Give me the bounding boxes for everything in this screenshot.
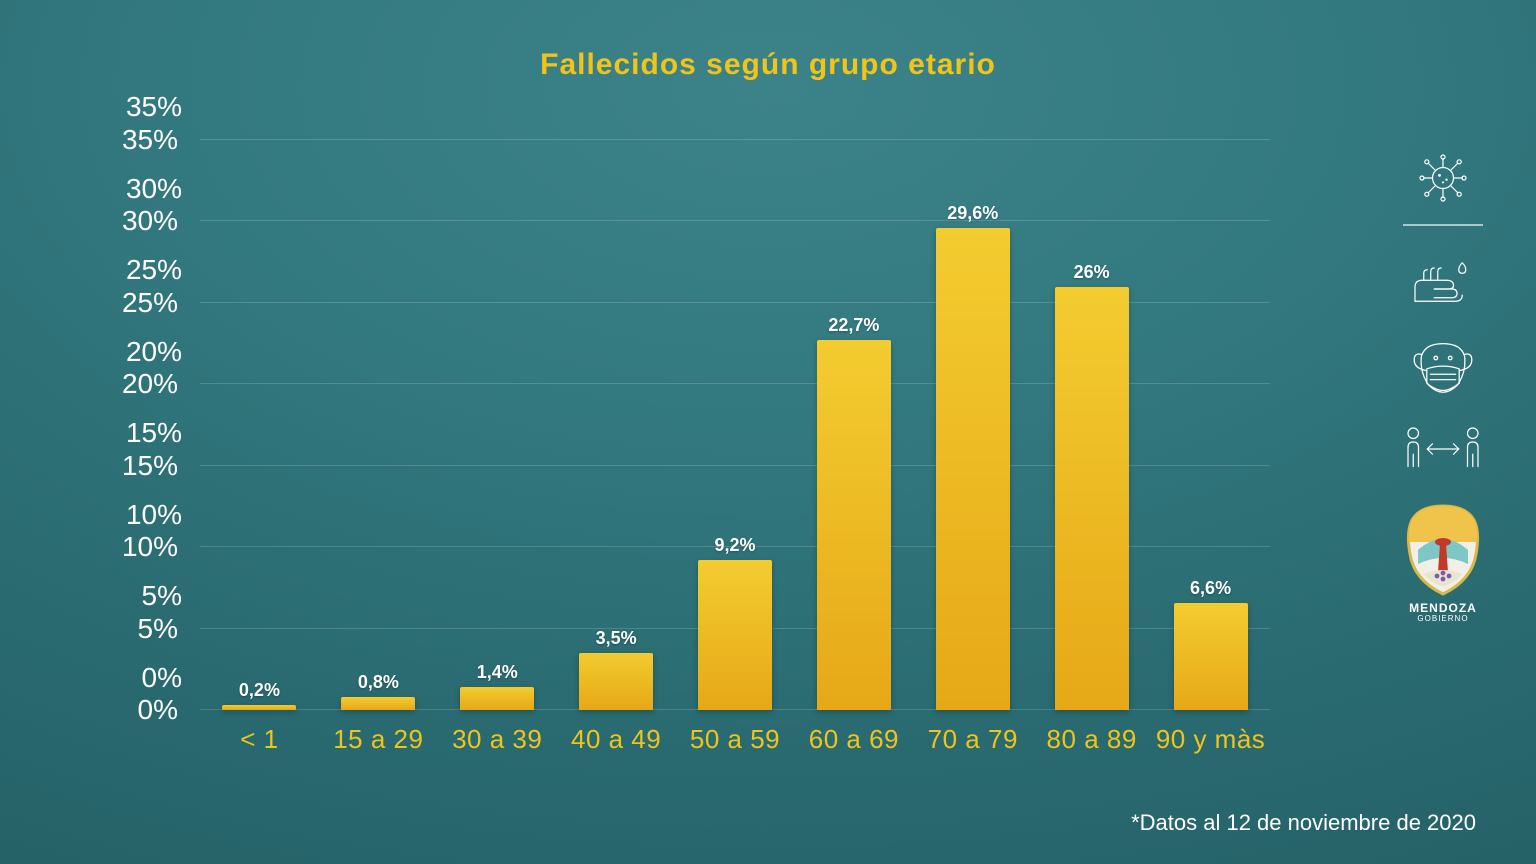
bar-slot: 0,2%< 1 (200, 140, 319, 710)
footnote: *Datos al 12 de noviembre de 2020 (1131, 810, 1476, 836)
y-axis-label: 30% (122, 205, 178, 237)
bar (222, 705, 296, 710)
y-axis-label: 0% (138, 694, 178, 726)
plot-area: 0%5%10%15%20%25%30%35% 0,2%< 10,8%15 a 2… (200, 140, 1270, 710)
handwash-icon (1408, 254, 1478, 310)
bar-slot: 22,7%60 a 69 (794, 140, 913, 710)
bar-slot: 9,2%50 a 59 (676, 140, 795, 710)
bar (460, 687, 534, 710)
mendoza-logo: MENDOZA GOBIERNO (1404, 502, 1482, 623)
bar-slot: 29,6%70 a 79 (913, 140, 1032, 710)
bar-value-label: 9,2% (714, 535, 755, 556)
bar-value-label: 22,7% (828, 315, 879, 336)
bar-slot: 6,6%90 y màs (1151, 140, 1270, 710)
x-axis-label: 90 y màs (1156, 724, 1266, 755)
bar (579, 653, 653, 710)
bars-container: 0,2%< 10,8%15 a 291,4%30 a 393,5%40 a 49… (200, 140, 1270, 710)
x-axis-label: 15 a 29 (333, 724, 423, 755)
logo-text-bottom: GOBIERNO (1409, 615, 1477, 623)
x-axis-label: 80 a 89 (1047, 724, 1137, 755)
x-axis-label: < 1 (240, 724, 278, 755)
chart-container: 0% 5% 10% 15% 20% 25% 30% 35% 0,2%< 10,8%15 a 2… (110, 120, 1280, 740)
bar (936, 228, 1010, 710)
bar-value-label: 26% (1074, 262, 1110, 283)
mask-icon (1407, 338, 1479, 396)
bar-value-label: 0,2% (239, 680, 280, 701)
shield-icon (1404, 502, 1482, 598)
bar (698, 560, 772, 710)
y-axis-label: 25% (122, 287, 178, 319)
y-axis-label: 5% (138, 613, 178, 645)
logo-text: MENDOZA GOBIERNO (1409, 602, 1477, 623)
y-axis-label: 35% (126, 91, 182, 123)
bar (341, 697, 415, 710)
chart-title: Fallecidos según grupo etario (0, 48, 1536, 82)
y-axis-label: 10% (122, 531, 178, 563)
y-axis-label: 15% (122, 450, 178, 482)
y-axis-label: 5% (142, 580, 182, 612)
y-axis-label: 20% (122, 368, 178, 400)
bar-slot: 0,8%15 a 29 (319, 140, 438, 710)
virus-icon (1415, 150, 1471, 206)
distancing-icon (1401, 424, 1485, 474)
bar-value-label: 0,8% (358, 672, 399, 693)
sidebar-separator (1403, 224, 1483, 226)
x-axis-label: 30 a 39 (452, 724, 542, 755)
bar-slot: 1,4%30 a 39 (438, 140, 557, 710)
sidebar-icons: MENDOZA GOBIERNO (1388, 150, 1498, 623)
logo-text-top: MENDOZA (1409, 602, 1477, 615)
bar (1055, 287, 1129, 710)
x-axis-label: 50 a 59 (690, 724, 780, 755)
bar-slot: 26%80 a 89 (1032, 140, 1151, 710)
y-axis-label: 15% (126, 417, 182, 449)
bar-slot: 3,5%40 a 49 (557, 140, 676, 710)
y-axis-label: 10% (126, 499, 182, 531)
y-axis-label: 30% (126, 173, 182, 205)
bar (817, 340, 891, 710)
bar-value-label: 3,5% (596, 628, 637, 649)
x-axis-label: 70 a 79 (928, 724, 1018, 755)
y-axis-label: 35% (122, 124, 178, 156)
x-axis-label: 40 a 49 (571, 724, 661, 755)
y-axis-label: 20% (126, 336, 182, 368)
bar-value-label: 6,6% (1190, 578, 1231, 599)
y-axis-label: 25% (126, 254, 182, 286)
bar-value-label: 29,6% (947, 203, 998, 224)
bar-value-label: 1,4% (477, 662, 518, 683)
bar (1174, 603, 1248, 710)
y-axis-label: 0% (142, 662, 182, 694)
x-axis-label: 60 a 69 (809, 724, 899, 755)
